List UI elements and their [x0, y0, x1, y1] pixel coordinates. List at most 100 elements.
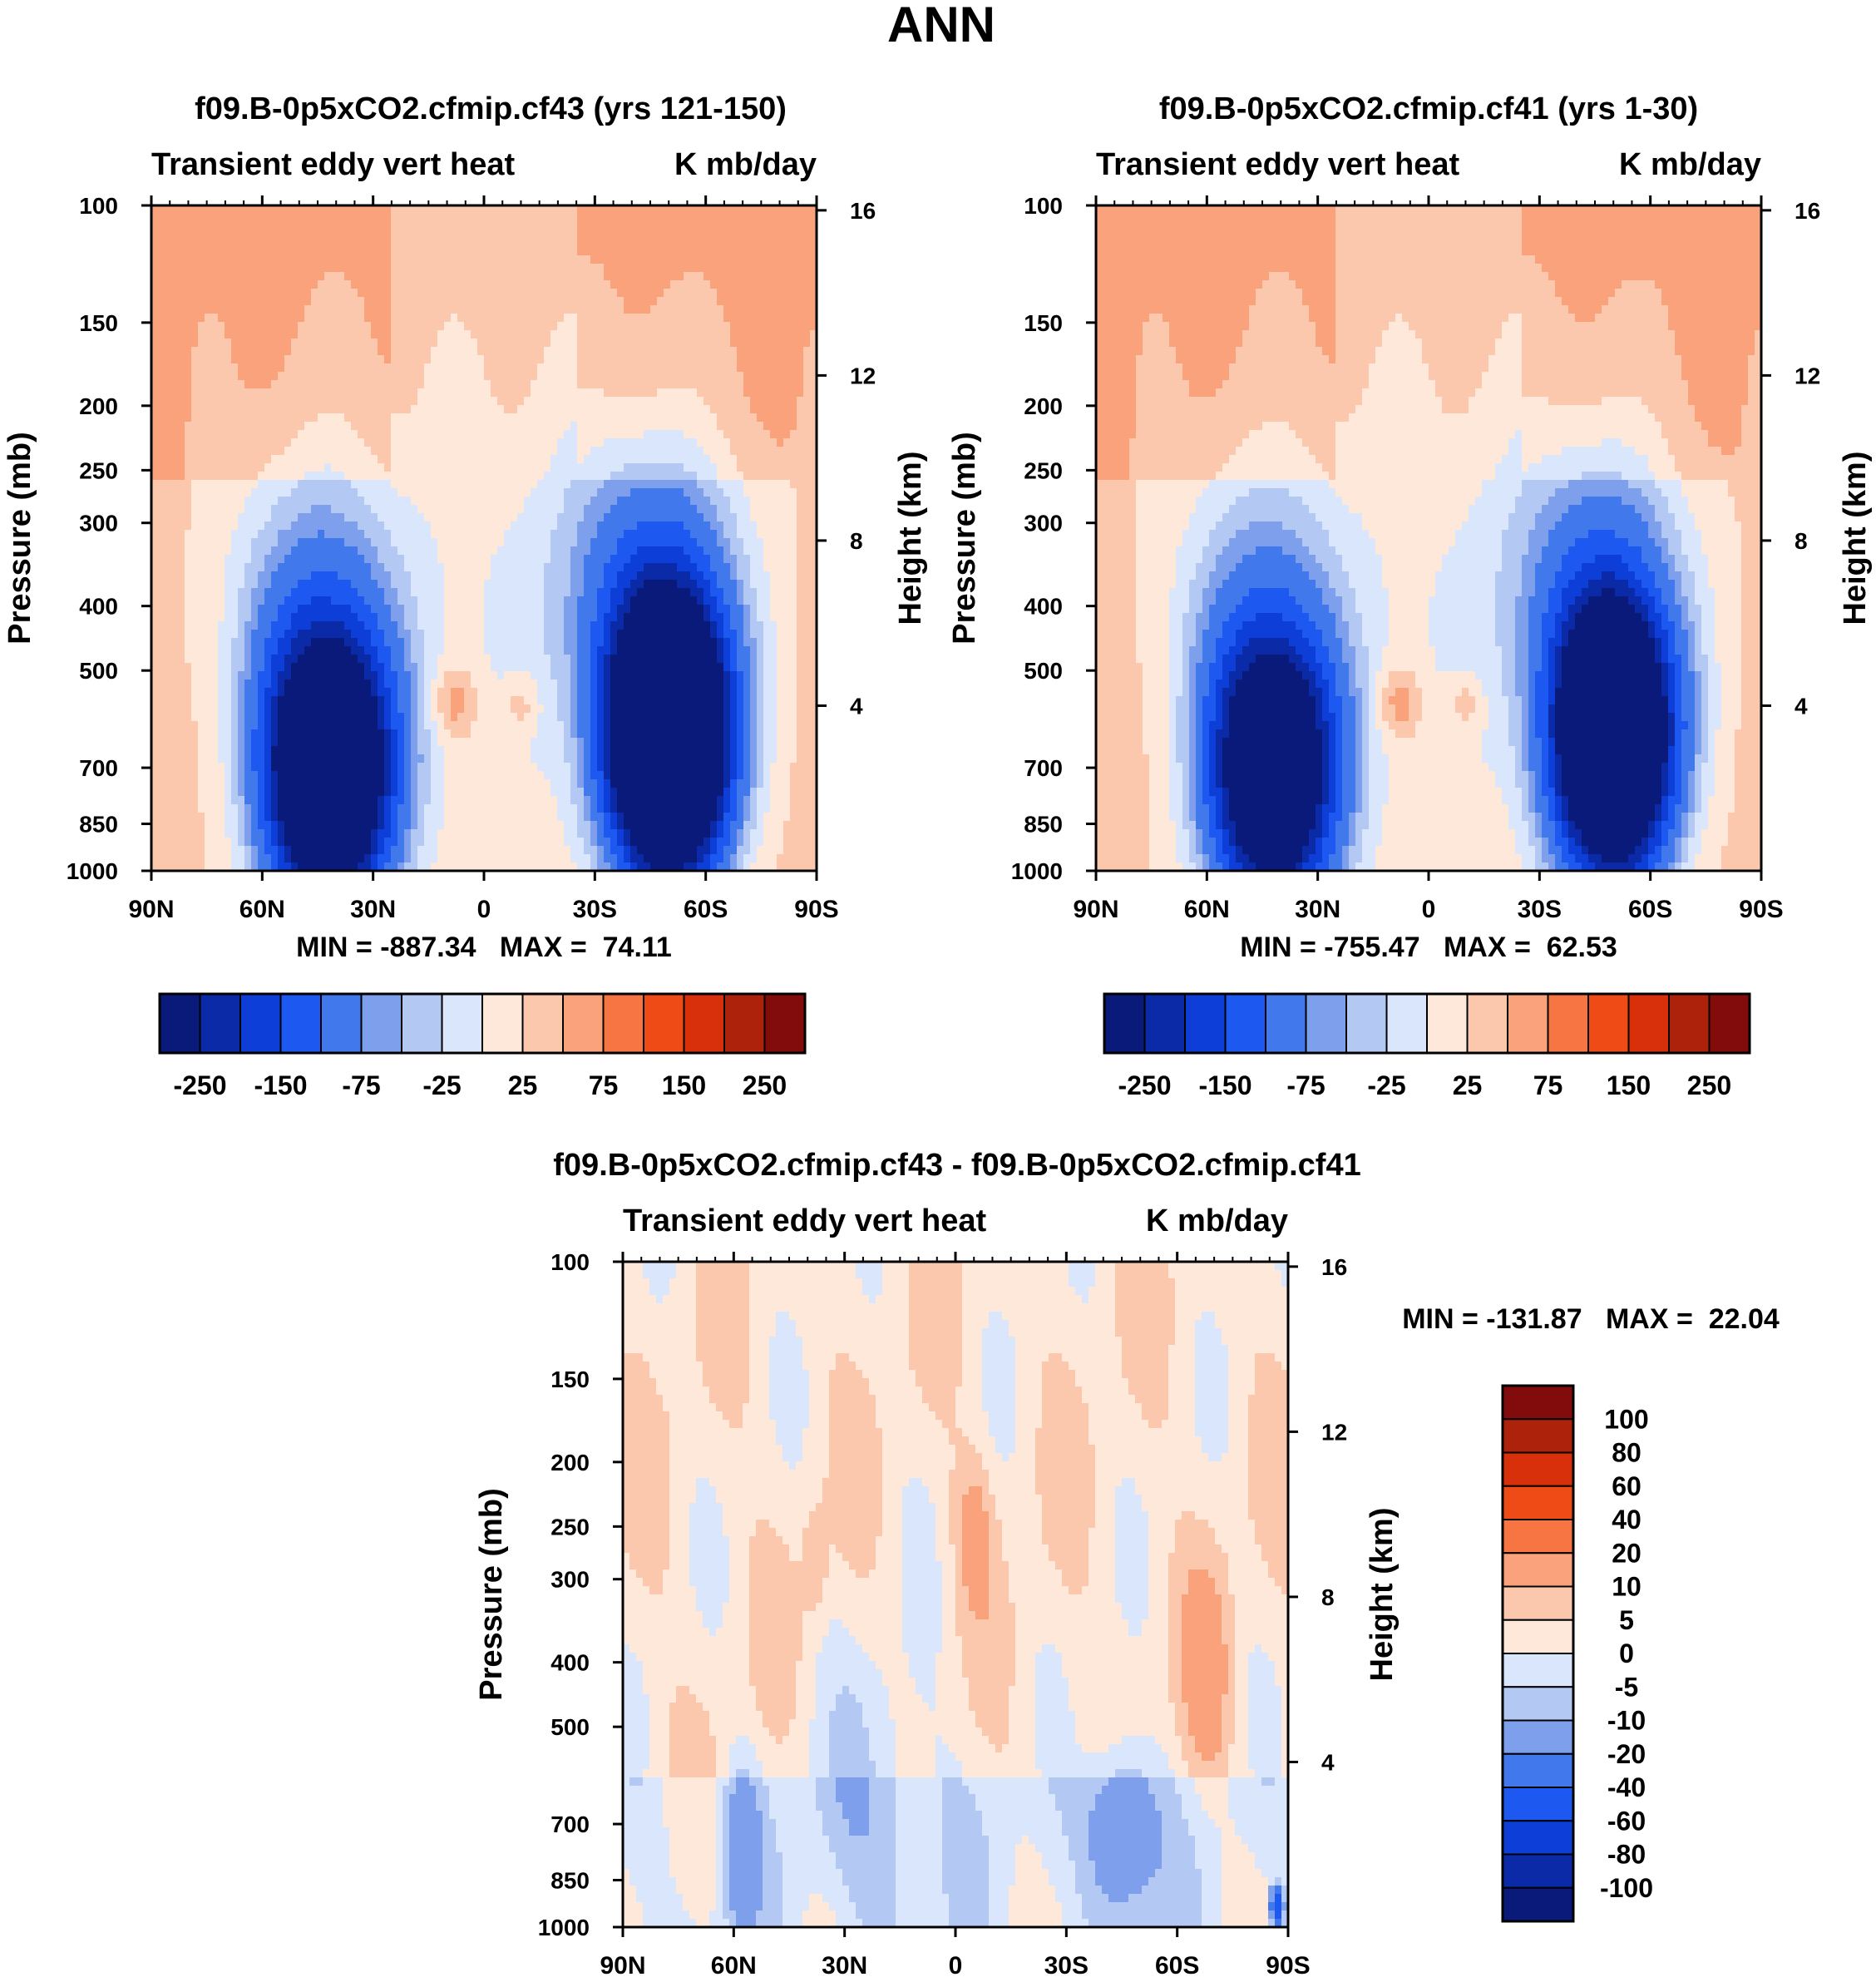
- panel-a-contour-cell: [391, 813, 398, 822]
- panel-c-contour-cell: [969, 1486, 983, 1495]
- panel-b-contour-cell: [1695, 746, 1702, 755]
- panel-a-contour-cell: [737, 355, 804, 364]
- panel-b-contour-cell: [1216, 846, 1223, 855]
- panel-a-contour-cell: [364, 671, 378, 680]
- panel-b-contour-cell: [1495, 771, 1516, 780]
- panel-a-contour-cell: [697, 538, 718, 547]
- panel-a-contour-cell: [630, 838, 704, 847]
- panel-b-contour-cell: [1429, 372, 1483, 381]
- panel-a-contour-cell: [238, 688, 245, 697]
- panel-a-contour-cell: [684, 272, 704, 281]
- panel-a-contour-cell: [397, 729, 405, 739]
- panel-c-contour-cell: [889, 1694, 923, 1703]
- panel-c-contour-cell: [689, 1545, 730, 1554]
- panel-b-contour-cell: [1655, 638, 1662, 647]
- panel-a-contour-cell: [504, 538, 551, 547]
- panel-b-y-tick-label: 700: [1024, 755, 1063, 781]
- panel-b-contour-cell: [1329, 746, 1336, 755]
- panel-c-contour-cell: [802, 1362, 837, 1371]
- panel-a-contour-cell: [743, 372, 804, 381]
- panel-b-contour-cell: [1681, 621, 1696, 630]
- panel-b-contour-cell: [1602, 854, 1629, 863]
- panel-b-contour-cell: [1382, 829, 1516, 838]
- panel-b-contour-cell: [1096, 721, 1143, 730]
- panel-a-contour-cell: [737, 580, 744, 589]
- panel-c-contour-cell: [623, 1262, 644, 1271]
- panel-c-contour-cell: [623, 1337, 697, 1346]
- panel-b-contour-cell: [1335, 255, 1536, 264]
- panel-b-contour-cell: [1216, 646, 1230, 655]
- panel-a-contour-cell: [610, 746, 724, 755]
- panel-b-contour-cell: [1701, 788, 1716, 797]
- panel-b-contour-cell: [1575, 596, 1589, 605]
- panel-a-contour-cell: [225, 605, 239, 614]
- panel-b-contour-cell: [1169, 713, 1177, 722]
- panel-b-contour-cell: [1522, 230, 1761, 240]
- panel-c-contour-cell: [756, 1528, 777, 1537]
- panel-a-contour-cell: [737, 796, 744, 805]
- panel-a-contour-cell: [417, 854, 438, 863]
- panel-b-contour-cell: [1741, 538, 1761, 547]
- panel-a-contour-cell: [570, 655, 578, 664]
- panel-a-contour-cell: [570, 854, 591, 863]
- panel-a-contour-cell: [717, 621, 724, 630]
- panel-b-contour-cell: [1322, 821, 1330, 830]
- panel-c-contour-cell: [623, 1478, 670, 1487]
- panel-b-contour-cell: [1542, 771, 1549, 780]
- panel-c-contour-cell: [989, 1852, 1016, 1861]
- panel-b-contour-cell: [1542, 763, 1549, 772]
- panel-a-contour-cell: [371, 538, 392, 547]
- panel-b-contour-cell: [1209, 663, 1223, 672]
- panel-b-contour-cell: [1548, 838, 1556, 847]
- panel-b-contour-cell: [1382, 821, 1509, 830]
- panel-b-contour-cell: [1695, 638, 1702, 647]
- panel-a-contour-cell: [723, 688, 731, 697]
- panel-c-contour-cell: [982, 1395, 1016, 1404]
- panel-a-contour-cell: [544, 472, 611, 481]
- panel-b-contour-cell: [1236, 688, 1310, 697]
- panel-b-contour-cell: [1362, 746, 1370, 755]
- panel-c-contour-cell: [1035, 1736, 1076, 1745]
- panel-b-contour-cell: [1209, 621, 1223, 630]
- panel-a-contour-cell: [537, 721, 565, 730]
- panel-b-contour-cell: [1522, 729, 1529, 739]
- panel-c-contour-cell: [1228, 1569, 1269, 1579]
- panel-a-contour-cell: [617, 862, 631, 871]
- panel-a-contour-cell: [151, 846, 205, 855]
- panel-b-y2-tick-label: 8: [1795, 528, 1808, 554]
- panel-b-contour-cell: [1202, 630, 1223, 639]
- panel-b-contour-cell: [1548, 846, 1563, 855]
- panel-b-contour-cell: [1415, 330, 1503, 339]
- panel-b-contour-cell: [1542, 846, 1549, 855]
- panel-a-contour-cell: [358, 546, 378, 556]
- panel-a-contour-cell: [371, 571, 392, 581]
- panel-c-contour-cell: [802, 1528, 883, 1537]
- panel-a-contour-cell: [185, 613, 225, 622]
- panel-b-contour-cell: [1136, 413, 1350, 423]
- panel-c-contour-cell: [936, 1520, 950, 1529]
- panel-c-contour-cell: [1228, 1578, 1276, 1587]
- panel-a-contour-cell: [384, 838, 398, 847]
- panel-a-contour-cell: [484, 588, 545, 597]
- panel-c-contour-cell: [1035, 1445, 1096, 1454]
- panel-c-contour-cell: [969, 1586, 990, 1595]
- panel-c-contour-cell: [1122, 1362, 1169, 1371]
- panel-a-contour-cell: [550, 546, 571, 556]
- panel-b-contour-cell: [1695, 646, 1702, 655]
- panel-b-contour-cell: [1502, 680, 1516, 689]
- panel-a-contour-cell: [697, 862, 711, 871]
- panel-c-contour-cell: [802, 1553, 830, 1562]
- panel-b-contour-cell: [1415, 721, 1489, 730]
- panel-c-contour-cell: [1042, 1495, 1096, 1504]
- panel-c-contour-cell: [942, 1420, 956, 1429]
- panel-c-contour-cell: [749, 1270, 857, 1279]
- panel-b-contour-cell: [1329, 738, 1336, 747]
- panel-a-contour-cell: [225, 563, 245, 572]
- panel-c-contour-cell: [1228, 1370, 1256, 1379]
- panel-c-contour-cell: [1202, 1877, 1222, 1886]
- panel-c-contour-cell: [623, 1603, 697, 1612]
- panel-c-contour-cell: [1182, 1736, 1196, 1745]
- panel-b-contour-cell: [1741, 646, 1761, 655]
- panel-c-contour-cell: [1115, 1769, 1143, 1778]
- panel-b-contour-cell: [1182, 771, 1190, 780]
